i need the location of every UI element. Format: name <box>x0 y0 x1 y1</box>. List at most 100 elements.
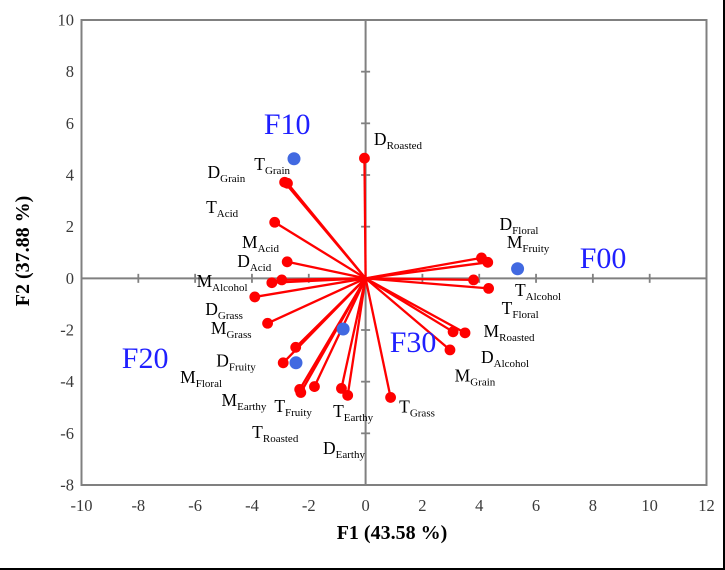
loading-label: DGrain <box>208 162 246 185</box>
x-tick-label: -8 <box>131 496 145 515</box>
loading-vector <box>363 158 367 279</box>
loading-label: TAcid <box>206 197 239 220</box>
loading-label: DGrass <box>205 299 243 322</box>
loading-point <box>290 341 302 353</box>
loading-label: DFloral <box>500 214 539 237</box>
loading-vector <box>364 277 454 333</box>
loading-label: TFloral <box>502 298 539 321</box>
loading-vectors <box>254 158 489 398</box>
loading-point <box>269 216 281 228</box>
x-tick-label: 6 <box>532 496 540 515</box>
sample-point <box>289 356 303 370</box>
loading-point <box>249 291 261 303</box>
x-tick-label: 12 <box>698 496 715 515</box>
x-tick-label: 2 <box>418 496 426 515</box>
y-tick-label: -2 <box>60 321 74 340</box>
loading-point <box>266 277 278 289</box>
sample-point <box>511 262 525 276</box>
loading-point <box>459 327 471 339</box>
loading-point <box>483 283 495 294</box>
x-tick-label: -6 <box>188 496 202 515</box>
loading-vector <box>299 277 367 394</box>
loading-points <box>249 152 495 403</box>
loading-vector <box>346 278 367 396</box>
loading-vector <box>365 277 474 282</box>
loading-vector <box>340 278 367 389</box>
y-tick-label: 4 <box>66 166 74 185</box>
loading-label: MFloral <box>180 367 222 390</box>
loading-label: TGrain <box>254 154 290 177</box>
loading-label: DEarthy <box>323 438 365 461</box>
loading-label: MAlcohol <box>197 271 248 294</box>
sample-point <box>336 322 350 336</box>
loading-label: TRoasted <box>252 422 299 445</box>
y-tick-label: -6 <box>60 424 74 443</box>
loading-label: TFruity <box>274 396 312 419</box>
plot-frame <box>80 19 708 486</box>
y-tick-label: 8 <box>66 62 74 81</box>
loading-vector <box>364 277 451 351</box>
loading-vector <box>365 261 488 280</box>
loading-point <box>336 382 347 394</box>
loading-point <box>262 317 273 329</box>
loading-label: MAcid <box>242 232 279 255</box>
sample-point <box>287 152 301 166</box>
loading-point <box>276 274 288 286</box>
y-tick-label: 2 <box>66 217 74 236</box>
loading-label: MEarthy <box>222 390 267 413</box>
sample-label: F20 <box>122 342 169 375</box>
loading-label: MRoasted <box>484 321 536 344</box>
loading-label: TAlcohol <box>515 280 561 303</box>
loading-point <box>309 381 320 392</box>
x-tick-label: 8 <box>589 496 597 515</box>
loading-point <box>277 357 289 369</box>
loading-label: MFruity <box>507 232 550 255</box>
loading-label: MGrain <box>455 366 496 389</box>
loading-point <box>359 152 370 164</box>
loading-point <box>385 392 396 403</box>
y-tick-label: 10 <box>58 11 75 30</box>
loading-label: DRoasted <box>374 129 423 152</box>
loading-vector <box>286 182 367 280</box>
loading-point <box>295 387 307 398</box>
loading-point <box>444 344 456 356</box>
x-tick-label: 0 <box>361 496 369 515</box>
loading-vector <box>267 277 367 325</box>
x-tick-label: 4 <box>475 496 483 515</box>
loading-vector <box>274 221 367 280</box>
loading-point <box>342 389 354 401</box>
loading-vector <box>365 277 489 290</box>
x-tick-label: -10 <box>71 496 93 515</box>
sample-points: F00 F10 F20 F30 <box>122 108 627 375</box>
y-axis-title: F2 (37.88 %) <box>12 196 34 307</box>
y-tick-label: 6 <box>66 114 74 133</box>
sample-label: F30 <box>390 326 437 359</box>
x-axis-title: F1 (43.58 %) <box>337 522 448 544</box>
loading-label: MGrass <box>211 318 252 341</box>
loading-label: TEarthy <box>333 401 374 424</box>
loading-point <box>282 177 293 189</box>
loading-vector <box>271 277 366 284</box>
y-tick-label: -8 <box>60 476 74 495</box>
loading-label: TGrass <box>399 397 435 420</box>
x-tick-label: -4 <box>245 496 259 515</box>
loading-vector <box>254 277 366 299</box>
y-tick-label: 0 <box>66 269 74 288</box>
x-tick-label: 10 <box>641 496 658 515</box>
loading-point <box>447 326 459 338</box>
loading-label: DAcid <box>237 251 272 274</box>
loading-point <box>482 256 494 268</box>
x-tick-label: -2 <box>302 496 316 515</box>
loading-vector <box>286 260 366 280</box>
y-tick-label: -4 <box>60 372 74 391</box>
sample-label: F10 <box>264 108 311 141</box>
sample-label: F00 <box>580 242 627 275</box>
loading-vector <box>364 278 392 398</box>
loading-point <box>281 256 293 268</box>
loading-label: DFruity <box>216 351 256 374</box>
axis-ticks <box>137 70 651 435</box>
